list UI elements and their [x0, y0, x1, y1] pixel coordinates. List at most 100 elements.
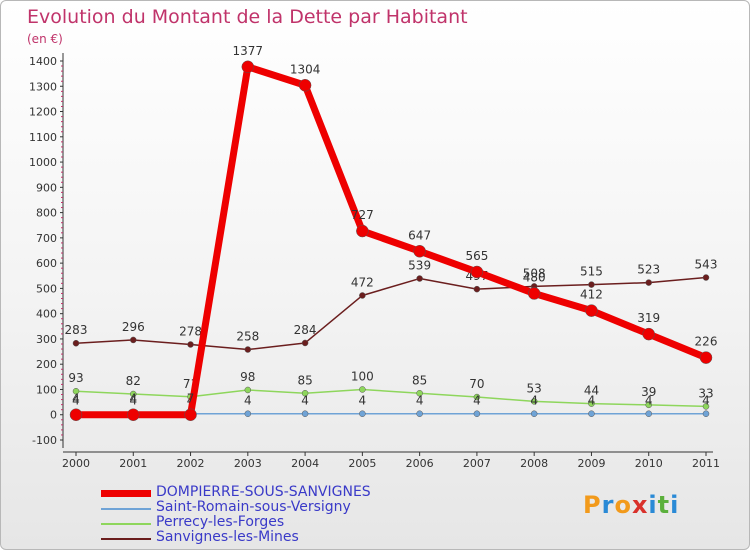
data-point — [416, 390, 423, 397]
data-label: 33 — [698, 386, 713, 400]
data-label: 4 — [72, 392, 80, 406]
data-point — [298, 79, 312, 92]
logo-letter: i — [670, 491, 680, 519]
data-point — [702, 410, 710, 417]
data-label: 647 — [408, 228, 431, 242]
data-label: 727 — [351, 208, 374, 222]
data-label: 412 — [580, 288, 603, 302]
data-label: 508 — [523, 266, 546, 280]
data-point — [645, 410, 652, 417]
chart-subtitle: (en €) — [27, 32, 63, 46]
data-point — [359, 386, 366, 393]
data-label: 53 — [527, 381, 542, 395]
data-label: 4 — [129, 392, 137, 406]
data-label: 7 — [187, 392, 195, 406]
data-point — [359, 292, 366, 299]
chart-title: Evolution du Montant de la Dette par Hab… — [27, 6, 468, 28]
data-label: 4 — [702, 394, 710, 408]
data-point — [588, 281, 595, 288]
y-tick-label: 300 — [36, 333, 57, 346]
data-label: 4 — [244, 394, 252, 408]
y-tick-label: 500 — [36, 282, 57, 295]
x-tick-label: 2000 — [62, 457, 90, 470]
x-tick-label: 2004 — [291, 457, 319, 470]
data-point — [359, 410, 366, 417]
x-tick-label: 2001 — [119, 457, 147, 470]
data-label: 258 — [236, 330, 259, 344]
legend-swatch — [101, 490, 151, 497]
data-label: 70 — [469, 377, 484, 391]
data-label: 39 — [641, 385, 656, 399]
y-tick-label: 800 — [36, 207, 57, 220]
x-tick-label: 2006 — [406, 457, 434, 470]
data-label: 85 — [297, 373, 312, 387]
data-label: 4 — [530, 394, 538, 408]
data-label: 284 — [294, 323, 317, 337]
data-point — [702, 403, 710, 410]
data-label: 4 — [645, 394, 653, 408]
data-point — [244, 386, 252, 394]
data-point — [416, 410, 423, 417]
legend-label: Perrecy-les-Forges — [156, 514, 285, 530]
data-point — [72, 387, 80, 395]
data-label: 539 — [408, 259, 431, 273]
data-label: 1304 — [290, 62, 321, 76]
data-point — [530, 410, 538, 417]
y-tick-label: 0 — [50, 409, 57, 422]
data-point — [588, 410, 595, 417]
logo-letter: r — [601, 491, 615, 519]
series-line — [76, 63, 708, 419]
data-label: 515 — [580, 265, 603, 279]
data-label: 319 — [637, 311, 660, 325]
data-point — [473, 410, 481, 417]
data-label: 93 — [68, 371, 83, 385]
x-tick-label: 2005 — [348, 457, 376, 470]
data-label: 226 — [695, 335, 718, 349]
data-point — [244, 410, 252, 417]
y-tick-label: 400 — [36, 308, 57, 321]
data-label: 296 — [122, 320, 145, 334]
y-tick-label: -100 — [32, 434, 57, 447]
data-label: 4 — [473, 394, 481, 408]
data-point — [244, 346, 252, 353]
data-point — [241, 60, 255, 74]
data-label: 82 — [126, 374, 141, 388]
data-label: 543 — [695, 258, 718, 272]
data-point — [527, 287, 541, 300]
series-line — [75, 388, 707, 408]
y-tick-label: 900 — [36, 181, 57, 194]
logo-letter: x — [631, 491, 649, 519]
data-point — [127, 408, 140, 421]
data-label: 278 — [179, 324, 202, 338]
data-point — [642, 327, 655, 341]
data-point — [130, 336, 137, 344]
data-point — [356, 224, 369, 238]
y-tick-label: 700 — [36, 232, 57, 245]
data-label: 100 — [351, 369, 374, 383]
legend-label: DOMPIERRE-SOUS-SANVIGNES — [156, 484, 371, 500]
logo-letter: t — [657, 491, 671, 519]
data-label: 4 — [301, 394, 309, 408]
data-label: 480 — [523, 270, 546, 284]
data-label: 4 — [72, 394, 80, 408]
data-label: 565 — [465, 249, 488, 263]
x-tick-label: 2002 — [177, 457, 205, 470]
data-label: 1377 — [233, 44, 264, 58]
data-point — [69, 408, 83, 421]
y-tick-label: 1400 — [29, 55, 57, 68]
data-label: 4 — [129, 394, 137, 408]
data-point — [187, 341, 194, 348]
data-point — [588, 400, 595, 407]
data-label: 4 — [359, 394, 367, 408]
y-tick-label: 200 — [36, 358, 57, 371]
data-point — [645, 279, 652, 286]
logo-letter: o — [614, 491, 632, 519]
x-tick-label: 2008 — [520, 457, 548, 470]
data-point — [585, 304, 598, 317]
y-tick-label: 1300 — [29, 80, 57, 93]
data-point — [184, 408, 197, 421]
data-point — [413, 245, 426, 258]
data-point — [530, 398, 538, 405]
